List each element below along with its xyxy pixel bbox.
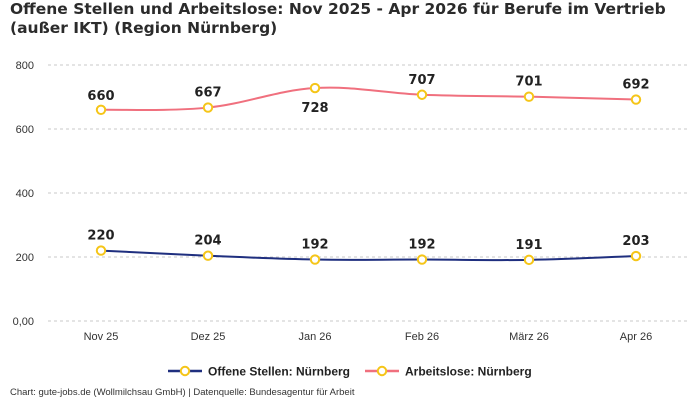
data-label: 728 (301, 101, 328, 116)
y-tick-label: 400 (16, 188, 34, 200)
x-tick-label: März 26 (509, 331, 549, 343)
data-point (523, 91, 535, 102)
data-point (416, 254, 428, 265)
data-labels: 220 204 192 192 191 203 660 667 728 707 701 692 (87, 73, 649, 253)
source-footer: Chart: gute-jobs.de (Wollmilchsau GmbH) … (10, 387, 355, 398)
data-point (630, 94, 642, 105)
y-tick-label: 800 (16, 60, 34, 72)
data-label: 192 (301, 238, 328, 253)
legend-label: Arbeitslose: Nürnberg (405, 365, 532, 379)
data-point (416, 89, 428, 100)
data-point (95, 104, 107, 116)
data-markers (95, 82, 642, 266)
data-label: 692 (622, 78, 649, 93)
series-line-arbeitslose (100, 86, 637, 111)
chart-title: Offene Stellen und Arbeitslose: Nov 2025… (10, 0, 666, 37)
y-axis-tick-labels: 0,00 200 400 600 800 (13, 60, 34, 328)
x-tick-label: Dez 25 (191, 331, 226, 343)
series-lines (100, 86, 637, 262)
data-point (309, 254, 321, 265)
legend: Offene Stellen: Nürnberg Arbeitslose: Nür… (168, 365, 532, 379)
data-point (309, 82, 321, 94)
data-point (630, 250, 642, 262)
y-tick-label: 600 (16, 124, 34, 136)
y-tick-label: 200 (16, 252, 34, 264)
data-label: 701 (515, 75, 542, 90)
data-label: 667 (194, 86, 221, 101)
y-tick-label: 0,00 (13, 316, 34, 328)
data-point (523, 254, 535, 266)
data-label: 660 (87, 89, 114, 104)
data-point (202, 250, 214, 261)
x-tick-label: Feb 26 (405, 331, 439, 343)
data-label: 220 (87, 229, 114, 244)
x-tick-label: Nov 25 (84, 331, 119, 343)
data-label: 204 (194, 234, 221, 249)
data-label: 707 (408, 73, 435, 88)
data-point (202, 102, 214, 113)
x-tick-label: Apr 26 (620, 331, 652, 343)
x-tick-label: Jan 26 (298, 331, 331, 343)
legend-label: Offene Stellen: Nürnberg (208, 365, 350, 379)
data-label: 203 (622, 234, 649, 249)
legend-swatch-marker (376, 365, 388, 377)
series-line-offene-stellen (100, 249, 637, 262)
data-label: 191 (515, 238, 542, 253)
data-point (95, 245, 107, 256)
legend-swatch-marker (179, 365, 191, 377)
data-label: 192 (408, 238, 435, 253)
x-axis-tick-labels: Nov 25 Dez 25 Jan 26 Feb 26 März 26 Apr 26 (84, 331, 653, 343)
grid-lines (48, 64, 690, 322)
